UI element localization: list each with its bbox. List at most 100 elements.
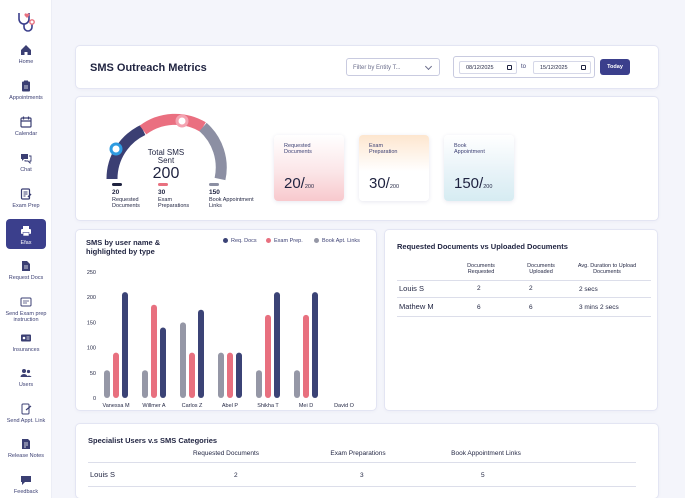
bar-req-docs[interactable]	[198, 309, 204, 398]
bar-req-docs[interactable]	[236, 352, 242, 398]
bar-book-apt-links[interactable]	[104, 370, 110, 398]
gauge-start-marker	[109, 142, 123, 156]
sidebar-item-exam-prep[interactable]: Exam Prep	[0, 188, 52, 209]
requested-vs-uploaded-card: Requested Documents vs Uploaded Document…	[385, 230, 657, 410]
sidebar-item-label: Appointments	[9, 95, 43, 101]
bar-exam-prep[interactable]	[265, 314, 271, 398]
x-tick-label: Carlos Z	[182, 403, 203, 409]
header-card: SMS Outreach Metrics Filter by Entity T.…	[76, 46, 658, 88]
sidebar-item-users[interactable]: Users	[0, 367, 52, 388]
table-title: Specialist Users v.s SMS Categories	[88, 436, 218, 445]
bar-req-docs[interactable]	[122, 292, 128, 398]
divider	[397, 316, 651, 317]
x-tick-label: Willmer A	[142, 403, 166, 409]
sidebar-item-request-docs[interactable]: Request Docs	[0, 260, 52, 281]
divider	[397, 280, 651, 281]
column-header: Book Appointment Links	[451, 450, 521, 457]
x-tick-label: Abel P	[222, 403, 239, 409]
sidebar-item-home[interactable]: Home	[0, 44, 52, 65]
sidebar-item-appointments[interactable]: Appointments	[0, 80, 52, 101]
user-name: Mathew M	[399, 302, 434, 311]
avg-duration: 3 mins 2 secs	[579, 304, 619, 311]
sidebar-item-feedback[interactable]: Feedback	[0, 474, 52, 495]
sidebar-item-label: Feedback	[13, 489, 39, 495]
column-header: Documents Requested	[467, 263, 495, 275]
chevron-down-icon	[424, 62, 433, 71]
bar-book-apt-links[interactable]	[256, 370, 262, 398]
metric-card-book[interactable]: Book Appointment 150/200	[444, 135, 514, 201]
uploaded-count: 6	[529, 304, 533, 311]
clipboard-icon	[22, 80, 30, 92]
legend-count: 30	[158, 189, 166, 196]
bar-exam-prep[interactable]	[113, 352, 119, 398]
calendar-icon[interactable]	[507, 65, 512, 70]
today-button[interactable]: Today	[600, 59, 630, 75]
x-tick-label: Mei D	[299, 403, 313, 409]
sidebar-item-send-appt-link[interactable]: Send Appt. Link	[0, 403, 52, 424]
legend-exam-prep: Exam Prep.	[266, 238, 303, 244]
bar-book-apt-links[interactable]	[142, 370, 148, 398]
users-icon	[20, 369, 32, 377]
divider	[397, 297, 651, 298]
sidebar-item-calendar[interactable]: Calendar	[0, 116, 52, 137]
sidebar: Home Appointments Calendar Chat Exam Pre…	[0, 0, 52, 498]
sidebar-item-chat[interactable]: Chat	[0, 152, 52, 173]
bar-req-docs[interactable]	[160, 327, 166, 398]
legend-label: Book Apt. Links	[322, 238, 360, 244]
entity-type-filter-select[interactable]: Filter by Entity T...	[346, 58, 440, 76]
bar-exam-prep[interactable]	[189, 352, 195, 398]
y-tick-label: 250	[87, 270, 96, 276]
feedback-icon	[21, 476, 31, 485]
sidebar-item-insurances[interactable]: Insurances	[0, 332, 52, 353]
exam-prep-icon	[20, 188, 32, 200]
date-to-value: 15/12/2025	[540, 65, 568, 71]
metric-card-requested[interactable]: Requested Documents 20/200	[274, 135, 344, 201]
column-header: Requested Documents	[192, 450, 260, 457]
sidebar-item-label: Send Appt. Link	[6, 418, 46, 424]
date-to-input[interactable]: 15/12/2025	[533, 61, 591, 74]
divider	[88, 462, 636, 463]
bar-exam-prep[interactable]	[303, 314, 309, 398]
gauge-center-text: Total SMS Sent 200	[126, 149, 206, 183]
bar-req-docs[interactable]	[312, 292, 318, 398]
y-tick-label: 150	[87, 320, 96, 326]
legend-label: Exam Prep.	[274, 238, 303, 244]
bar-chart: 250 200 150 100 50 0 Vanessa M Willmer A Carlos …	[87, 270, 355, 409]
release-notes-icon	[22, 439, 30, 449]
date-range-picker: 08/12/2025 to 15/12/2025	[453, 56, 595, 78]
column-header: Documents Uploaded	[527, 263, 555, 275]
sidebar-item-label: Request Docs	[8, 275, 44, 281]
column-header: Avg. Duration to Upload Documents	[577, 263, 637, 275]
bar-book-apt-links[interactable]	[294, 370, 300, 398]
legend-label: Book Appointment Links	[209, 197, 254, 209]
legend-swatch	[209, 183, 219, 186]
bar-req-docs[interactable]	[274, 292, 280, 398]
x-tick-label: David O	[334, 403, 355, 409]
exam-count: 3	[360, 472, 364, 479]
gauge-label: Total SMS Sent	[147, 148, 185, 165]
home-icon	[21, 45, 31, 55]
bar-book-apt-links[interactable]	[218, 352, 224, 398]
metric-value: 20/200	[284, 175, 315, 192]
date-from-input[interactable]: 08/12/2025	[459, 61, 517, 74]
y-tick-label: 0	[93, 396, 96, 402]
bar-exam-prep[interactable]	[227, 352, 233, 398]
stethoscope-logo-icon[interactable]	[14, 10, 38, 34]
metric-card-exam[interactable]: Exam Preparation 30/200	[359, 135, 429, 201]
sidebar-item-release-notes[interactable]: Release Notes	[0, 438, 52, 459]
sidebar-item-efax[interactable]: Efax	[6, 219, 46, 249]
calendar-icon[interactable]	[581, 65, 586, 70]
user-name: Louis S	[90, 470, 116, 479]
requested-count: 2	[477, 285, 481, 292]
chat-icon	[21, 154, 32, 164]
sidebar-item-send-exam-prep-instruction[interactable]: Send Exam prep instruction	[0, 296, 52, 323]
legend-dot	[266, 238, 271, 243]
book-count: 5	[481, 472, 485, 479]
legend-dot	[223, 238, 228, 243]
sidebar-item-label: Insurances	[12, 347, 40, 353]
sidebar-item-label: Home	[18, 59, 34, 65]
bar-book-apt-links[interactable]	[180, 322, 186, 398]
uploaded-count: 2	[529, 285, 533, 292]
bar-exam-prep[interactable]	[151, 304, 157, 398]
